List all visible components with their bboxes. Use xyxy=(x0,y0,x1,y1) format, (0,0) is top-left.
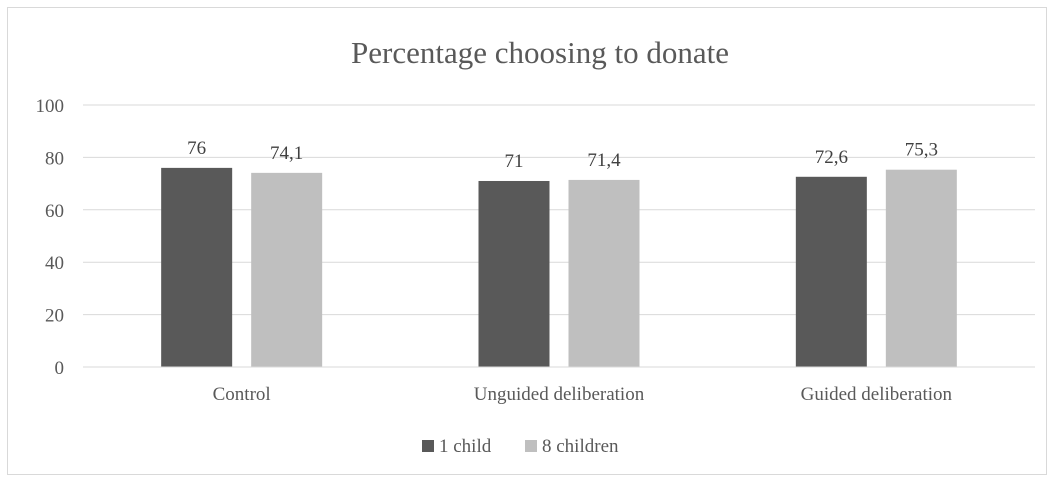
y-tick-label: 100 xyxy=(36,96,65,117)
legend: 1 child 8 children xyxy=(422,436,619,457)
y-tick-label: 40 xyxy=(45,253,64,274)
bars xyxy=(161,167,957,367)
legend-label: 1 child xyxy=(439,436,492,457)
data-labels: 76 74,1 71 71,4 72,6 75,3 xyxy=(187,138,938,172)
data-label: 71 xyxy=(505,151,524,172)
y-tick-label: 20 xyxy=(45,306,64,327)
legend-label: 8 children xyxy=(542,436,619,457)
x-tick-label: Control xyxy=(213,384,271,405)
data-label: 75,3 xyxy=(905,140,938,161)
bar xyxy=(251,172,323,367)
bar xyxy=(568,179,640,367)
bar xyxy=(478,180,550,367)
data-label: 76 xyxy=(187,138,206,159)
x-axis: Control Unguided deliberation Guided delib… xyxy=(83,366,1035,405)
bar xyxy=(795,176,867,367)
bar xyxy=(885,169,957,367)
chart-title: Percentage choosing to donate xyxy=(351,35,729,70)
legend-swatch xyxy=(525,440,537,452)
y-axis-tick-labels: 0 20 40 60 80 100 xyxy=(36,96,65,379)
y-tick-label: 60 xyxy=(45,201,64,222)
bar xyxy=(161,167,233,367)
x-tick-label: Guided deliberation xyxy=(801,384,953,405)
legend-swatch xyxy=(422,440,434,452)
y-tick-label: 80 xyxy=(45,148,64,169)
x-tick-label: Unguided deliberation xyxy=(474,384,645,405)
gridlines xyxy=(83,104,1035,316)
data-label: 71,4 xyxy=(587,150,621,171)
data-label: 74,1 xyxy=(270,143,303,164)
y-tick-label: 0 xyxy=(55,358,65,379)
data-label: 72,6 xyxy=(815,147,848,168)
